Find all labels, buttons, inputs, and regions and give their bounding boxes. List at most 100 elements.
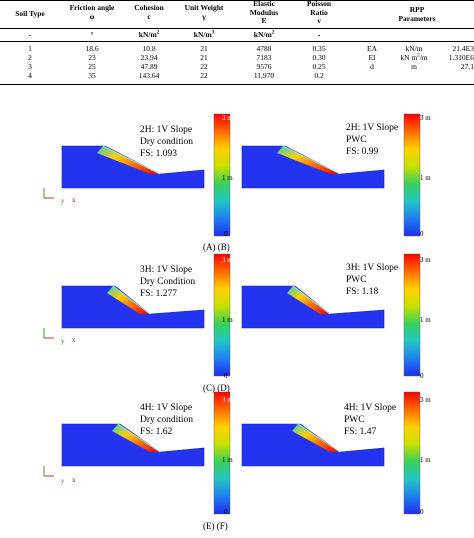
cell-soil: 4 xyxy=(28,71,32,80)
slope-ratio-label: 2H: 1V Slope xyxy=(140,125,193,135)
panel-c-annotation: 3H: 1V Slope Dry Condition FS: 1.277 xyxy=(140,264,195,300)
header-poisson-ratio: Poisson Ratio ν xyxy=(294,0,344,26)
cell-nu: 0.35 xyxy=(312,44,326,53)
colorbar-left-bottom-label: 0 xyxy=(224,230,228,238)
colorbar-left-mid-label: 1 m xyxy=(222,316,233,324)
cell-nu: 0.2 xyxy=(314,71,324,80)
slope-ratio-label: 4H: 1V Slope xyxy=(140,403,193,413)
panel-a-annotation: 2H: 1V Slope Dry condition FS: 1.093 xyxy=(140,124,193,160)
cell-E: 4788 xyxy=(256,44,272,53)
header-poisson-line2: Ratio xyxy=(310,7,328,17)
slope-ratio-label: 3H: 1V Slope xyxy=(346,263,399,273)
displacement-colorbar xyxy=(403,391,421,515)
header-friction-angle-label: Friction angle xyxy=(69,3,115,12)
factor-of-safety-label: FS: 1.18 xyxy=(346,287,379,297)
displacement-colorbar xyxy=(213,113,231,237)
slope-face xyxy=(282,145,341,175)
header-rpp-line2: Parameters xyxy=(398,13,436,23)
cell-E: 7183 xyxy=(256,53,272,62)
cell-soil: 2 xyxy=(28,53,32,62)
colorbar-right-bottom-label: 0 xyxy=(420,230,424,238)
cell-gamma: 21 xyxy=(200,53,208,62)
header-elastic-symbol: E xyxy=(261,16,267,25)
subfigure-label-ef: (E) (F) xyxy=(203,521,228,531)
header-rpp-parameters: RPP Parameters xyxy=(360,5,474,23)
colorbar-left-bottom-label: 0 xyxy=(224,372,228,380)
unit-unit-weight: kN/m3 xyxy=(193,30,215,39)
rpp-name: d xyxy=(370,62,374,71)
cell-soil: 1 xyxy=(28,44,32,53)
condition-label: PWC xyxy=(346,275,367,285)
shear-band xyxy=(107,286,150,314)
factor-of-safety-label: FS: 1.62 xyxy=(140,427,173,437)
header-poisson-line1: Poisson xyxy=(306,0,332,8)
header-cohesion-label: Cohesion xyxy=(134,3,164,12)
header-soil-type: Soil Type xyxy=(15,9,45,18)
panels-layer xyxy=(43,113,421,515)
colorbar-left-bottom-label: 0 xyxy=(224,508,228,516)
panel-e-annotation: 4H: 1V Slope Dry condition FS: 1.62 xyxy=(140,402,193,438)
rpp-unit: kN/m xyxy=(405,44,423,53)
table-bottom-rule xyxy=(0,84,474,85)
cell-phi: 18.6 xyxy=(85,44,99,53)
rpp-value: 27.1 xyxy=(460,62,474,71)
cell-E: 11,970 xyxy=(253,71,275,80)
slope-ratio-label: 3H: 1V Slope xyxy=(140,265,193,275)
slope-face xyxy=(112,285,151,315)
axis-y-label: y xyxy=(61,477,65,485)
displacement-colorbar xyxy=(213,391,231,515)
slope-ratio-label: 2H: 1V Slope xyxy=(346,123,399,133)
soil-mass xyxy=(241,423,385,467)
axis-x-label: x xyxy=(72,196,76,204)
unit-elastic-modulus: kN/m2 xyxy=(253,30,275,39)
colorbar-right-bottom-label: 0 xyxy=(420,508,424,516)
unit-cohesion: kN/m2 xyxy=(138,30,160,39)
colorbar-left-top-label: 3 m xyxy=(222,256,233,264)
cell-c: 10.8 xyxy=(142,44,156,53)
colorbar-left-mid-label: 1 m xyxy=(222,174,233,182)
cell-c: 143.64 xyxy=(138,71,160,80)
subfigure-label-ab: (A) (B) xyxy=(203,242,230,252)
cell-gamma: 21 xyxy=(200,44,208,53)
shear-band xyxy=(97,146,160,174)
condition-label: Dry condition xyxy=(140,137,194,147)
header-friction-angle: Friction angle φ xyxy=(60,3,124,21)
header-unit-weight: Unit Weight γ xyxy=(174,3,234,21)
factor-of-safety-label: FS: 1.47 xyxy=(344,427,377,437)
table-top-rule xyxy=(0,0,474,1)
table-units-rule xyxy=(0,41,474,42)
cell-nu: 0.30 xyxy=(312,53,326,62)
cell-soil: 3 xyxy=(28,62,32,71)
displacement-colorbar xyxy=(403,113,421,237)
rpp-unit: kN m2/m xyxy=(400,53,428,62)
colorbar-right-top-label: 3 m xyxy=(420,114,431,122)
colorbar-left-top-label: 3 m xyxy=(222,114,233,122)
colorbar-right-mid-label: 1 m xyxy=(420,316,431,324)
panel-f-annotation: 4H: 1V Slope PWC FS: 1.47 xyxy=(344,402,396,438)
cell-c: 23.94 xyxy=(140,53,158,62)
rpp-name: EA xyxy=(367,44,377,53)
colorbar-right-mid-label: 1 m xyxy=(420,456,431,464)
header-poisson-symbol: ν xyxy=(317,16,321,25)
shear-band xyxy=(287,286,330,314)
colorbar-left-top-label: 3 m xyxy=(222,396,233,404)
rpp-name: EI xyxy=(368,53,376,62)
colorbar-right-bottom-label: 0 xyxy=(420,372,424,380)
cell-c: 47.89 xyxy=(140,62,158,71)
cell-phi: 23 xyxy=(88,53,96,62)
factor-of-safety-label: FS: 0.99 xyxy=(346,147,379,157)
condition-label: PWC xyxy=(344,415,365,425)
rpp-unit: m xyxy=(411,62,417,71)
table-header-rule xyxy=(0,28,474,29)
slope-face xyxy=(297,423,341,453)
slope-face xyxy=(102,145,161,175)
slope-face xyxy=(292,285,331,315)
header-friction-symbol: φ xyxy=(89,11,95,21)
axis-y-label: y xyxy=(61,197,65,205)
cell-phi: 35 xyxy=(88,71,96,80)
colorbar-right-top-label: 3 m xyxy=(420,396,431,404)
displacement-colorbar xyxy=(213,253,231,377)
panel-b-annotation: 2H: 1V Slope PWC FS: 0.99 xyxy=(346,122,398,158)
axis-x-label: x xyxy=(72,476,76,484)
rpp-value: 1.310E6 xyxy=(448,53,474,62)
